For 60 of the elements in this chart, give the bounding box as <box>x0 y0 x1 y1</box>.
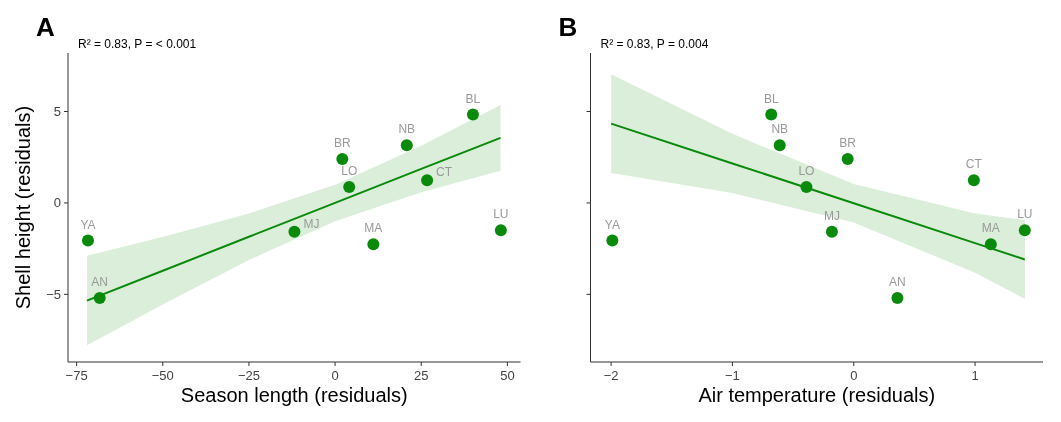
x-tick-label: 0 <box>850 368 858 383</box>
annotation: AN <box>91 275 109 290</box>
point <box>421 174 434 187</box>
annotation: NB <box>398 122 416 137</box>
point <box>891 292 904 305</box>
annotation: MJ <box>303 216 320 231</box>
annotation: MA <box>364 221 383 236</box>
annotation: BL <box>465 91 481 106</box>
x-tick-label: 50 <box>500 368 515 383</box>
point <box>367 238 380 251</box>
x-tick-label: −25 <box>237 368 260 383</box>
point <box>967 174 980 187</box>
point <box>841 153 854 166</box>
x-tick-label: 0 <box>331 368 339 383</box>
annotation: LU <box>493 207 509 222</box>
point <box>1018 224 1031 237</box>
point <box>606 234 619 247</box>
x-tick-label: 25 <box>414 368 429 383</box>
x-tick-label: −75 <box>65 368 88 383</box>
point <box>336 153 349 166</box>
point <box>466 108 479 121</box>
annotation: MJ <box>823 208 840 223</box>
point <box>773 139 786 152</box>
point <box>984 238 997 251</box>
annotation: CT <box>436 165 453 180</box>
chart-subtitle: R² = 0.83, P = < 0.001 <box>78 37 197 51</box>
annotation: NB <box>771 122 789 137</box>
annotation: BR <box>839 136 857 151</box>
x-axis-title: Season length (residuals) <box>180 384 408 406</box>
chart-title: B <box>558 12 578 42</box>
annotation: CT <box>965 157 983 172</box>
point <box>400 139 413 152</box>
y-tick-label: 0 <box>53 195 61 211</box>
x-tick-label: −50 <box>151 368 174 383</box>
annotation: YA <box>604 217 620 232</box>
x-axis-title: Air temperature (residuals) <box>698 384 936 406</box>
y-tick-label: −5 <box>46 286 61 302</box>
annotation: BL <box>763 91 779 106</box>
annotation: BR <box>333 136 351 151</box>
chart-title: A <box>36 12 55 42</box>
x-tick-label: 1 <box>971 368 979 383</box>
x-tick-label: −2 <box>603 368 619 383</box>
annotation: LO <box>341 164 358 179</box>
y-tick-label: 5 <box>53 104 61 120</box>
point <box>343 181 356 194</box>
point <box>81 234 94 247</box>
annotation: LU <box>1017 207 1033 222</box>
point <box>494 224 507 237</box>
point <box>288 225 301 238</box>
y-axis-title: Shell height (residuals) <box>12 105 34 310</box>
point <box>800 181 813 194</box>
annotation: MA <box>981 221 1000 236</box>
point <box>765 108 778 121</box>
chart-subtitle: R² = 0.83, P = 0.004 <box>600 37 709 51</box>
x-tick-label: −1 <box>725 368 740 383</box>
point <box>825 225 838 238</box>
annotation: YA <box>80 217 96 232</box>
point <box>93 292 106 305</box>
annotation: LO <box>798 164 815 179</box>
annotation: AN <box>889 275 906 290</box>
